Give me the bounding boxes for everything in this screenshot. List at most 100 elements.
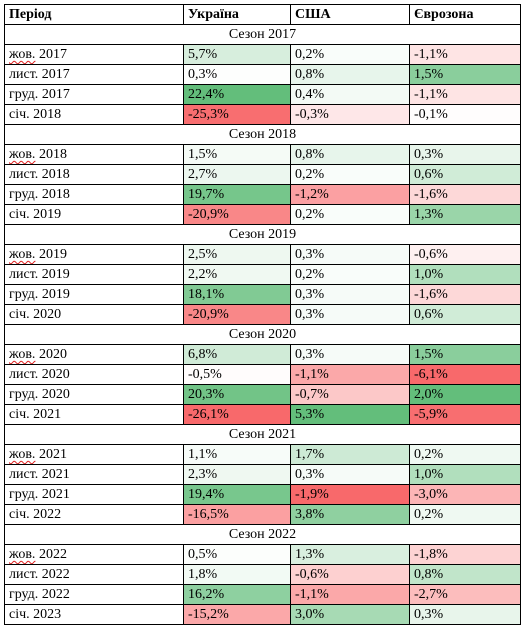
period-month: лист. — [9, 567, 39, 582]
value-cell-usa: 3,0% — [290, 604, 410, 625]
period-month: груд. — [9, 87, 39, 102]
value-cell-usa: 0,3% — [290, 344, 410, 365]
value-cell-usa: 0,3% — [290, 304, 410, 325]
period-month: груд. — [9, 187, 39, 202]
value-cell-usa: 5,3% — [290, 404, 410, 425]
period-year: 2021 — [38, 447, 67, 462]
value-cell-eurozone: -0,6% — [409, 244, 521, 265]
value-cell-eurozone: 0,3% — [409, 144, 521, 165]
table-row: жов. 2018 1,5% 0,8% 0,3% — [4, 144, 521, 165]
period-cell: лист. 2019 — [4, 264, 184, 285]
value-cell-usa: 0,2% — [290, 164, 410, 185]
period-year: 2017 — [41, 67, 70, 82]
period-cell: груд. 2020 — [4, 384, 184, 405]
period-cell: лист. 2018 — [4, 164, 184, 185]
value-cell-ukraine: 16,2% — [183, 584, 291, 605]
period-cell: січ. 2023 — [4, 604, 184, 625]
period-year: 2018 — [41, 187, 70, 202]
value-cell-ukraine: 18,1% — [183, 284, 291, 305]
value-cell-usa: 1,7% — [290, 444, 410, 465]
period-month: жов. — [9, 147, 36, 162]
season-row: Сезон 2021 — [4, 424, 521, 445]
value-cell-eurozone: 2,0% — [409, 384, 521, 405]
table-wrapper: Період Україна США Єврозона Сезон 2017 жо… — [4, 4, 521, 625]
value-cell-usa: -1,1% — [290, 364, 410, 385]
period-cell: січ. 2021 — [4, 404, 184, 425]
period-year: 2019 — [33, 207, 62, 222]
value-cell-eurozone: 0,6% — [409, 164, 521, 185]
value-cell-ukraine: -20,9% — [183, 204, 291, 225]
period-year: 2019 — [41, 287, 70, 302]
data-table: Період Україна США Єврозона Сезон 2017 жо… — [4, 4, 521, 625]
period-year: 2020 — [38, 347, 67, 362]
period-year: 2022 — [41, 587, 70, 602]
value-cell-usa: -0,3% — [290, 104, 410, 125]
period-year: 2020 — [41, 367, 70, 382]
period-year: 2018 — [38, 147, 67, 162]
period-month: груд. — [9, 287, 39, 302]
value-cell-eurozone: 1,5% — [409, 344, 521, 365]
value-cell-eurozone: -1,8% — [409, 544, 521, 565]
value-cell-eurozone: 1,3% — [409, 204, 521, 225]
table-row: груд. 2021 19,4% -1,9% -3,0% — [4, 484, 521, 505]
season-label: Сезон 2018 — [4, 124, 521, 145]
value-cell-eurozone: -6,1% — [409, 364, 521, 385]
period-cell: лист. 2020 — [4, 364, 184, 385]
value-cell-eurozone: 0,2% — [409, 444, 521, 465]
value-cell-eurozone: -1,6% — [409, 184, 521, 205]
header-eurozone: Єврозона — [409, 4, 521, 25]
value-cell-usa: -0,7% — [290, 384, 410, 405]
table-row: груд. 2018 19,7% -1,2% -1,6% — [4, 184, 521, 205]
value-cell-ukraine: 2,7% — [183, 164, 291, 185]
period-cell: груд. 2017 — [4, 84, 184, 105]
value-cell-ukraine: -20,9% — [183, 304, 291, 325]
period-month: груд. — [9, 487, 39, 502]
value-cell-ukraine: 1,1% — [183, 444, 291, 465]
value-cell-usa: -1,9% — [290, 484, 410, 505]
table-row: січ. 2020 -20,9% 0,3% 0,6% — [4, 304, 521, 325]
period-cell: жов. 2020 — [4, 344, 184, 365]
value-cell-ukraine: 1,8% — [183, 564, 291, 585]
season-row: Сезон 2017 — [4, 24, 521, 45]
season-label: Сезон 2022 — [4, 524, 521, 545]
period-cell: груд. 2018 — [4, 184, 184, 205]
value-cell-usa: -1,2% — [290, 184, 410, 205]
value-cell-eurozone: 0,3% — [409, 604, 521, 625]
table-row: січ. 2022 -16,5% 3,8% 0,2% — [4, 504, 521, 525]
value-cell-eurozone: 0,6% — [409, 304, 521, 325]
header-period: Період — [4, 4, 184, 25]
period-month: груд. — [9, 387, 39, 402]
period-cell: лист. 2021 — [4, 464, 184, 485]
value-cell-usa: 1,3% — [290, 544, 410, 565]
table-row: січ. 2019 -20,9% 0,2% 1,3% — [4, 204, 521, 225]
table-row: жов. 2021 1,1% 1,7% 0,2% — [4, 444, 521, 465]
value-cell-eurozone: 1,0% — [409, 264, 521, 285]
period-month: жов. — [9, 347, 36, 362]
period-month: січ. — [9, 407, 30, 422]
period-month: січ. — [9, 607, 30, 622]
period-cell: січ. 2022 — [4, 504, 184, 525]
value-cell-ukraine: -26,1% — [183, 404, 291, 425]
period-cell: жов. 2021 — [4, 444, 184, 465]
period-month: січ. — [9, 107, 30, 122]
value-cell-eurozone: -1,1% — [409, 44, 521, 65]
period-year: 2022 — [41, 567, 70, 582]
period-cell: жов. 2022 — [4, 544, 184, 565]
table-row: груд. 2020 20,3% -0,7% 2,0% — [4, 384, 521, 405]
table-row: лист. 2022 1,8% -0,6% 0,8% — [4, 564, 521, 585]
season-label: Сезон 2019 — [4, 224, 521, 245]
season-label: Сезон 2021 — [4, 424, 521, 445]
period-year: 2021 — [41, 467, 70, 482]
table-row: лист. 2019 2,2% 0,2% 1,0% — [4, 264, 521, 285]
period-cell: груд. 2022 — [4, 584, 184, 605]
period-year: 2021 — [41, 487, 70, 502]
value-cell-eurozone: -1,6% — [409, 284, 521, 305]
value-cell-ukraine: 19,7% — [183, 184, 291, 205]
period-year: 2020 — [41, 387, 70, 402]
value-cell-usa: 0,3% — [290, 464, 410, 485]
season-label: Сезон 2020 — [4, 324, 521, 345]
value-cell-usa: 0,3% — [290, 244, 410, 265]
value-cell-ukraine: -16,5% — [183, 504, 291, 525]
table-row: січ. 2021 -26,1% 5,3% -5,9% — [4, 404, 521, 425]
period-year: 2022 — [38, 547, 67, 562]
